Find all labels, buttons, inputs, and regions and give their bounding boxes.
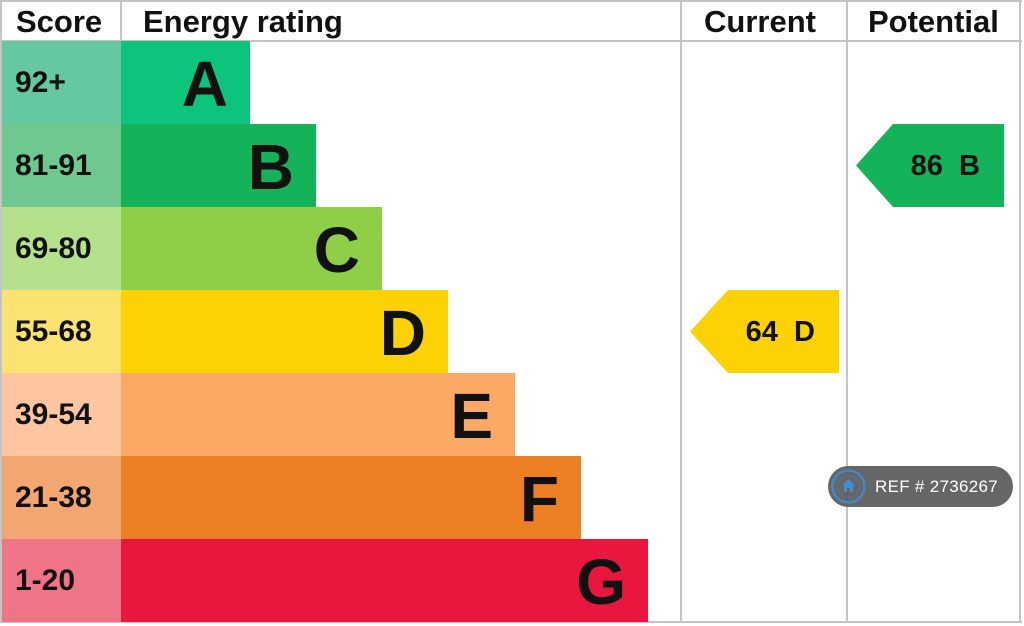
table-bottom-border — [0, 621, 1022, 623]
table-top-border — [0, 0, 1022, 2]
rating-letter: E — [450, 380, 493, 452]
header-energy-rating: Energy rating — [143, 4, 343, 39]
home-icon — [831, 469, 866, 504]
rating-letter: C — [313, 214, 360, 286]
score-range-d: 55-68 — [2, 290, 121, 373]
header-current: Current — [704, 4, 816, 39]
header-potential: Potential — [868, 4, 999, 39]
rating-bar-d: D — [121, 290, 448, 373]
table-right-border — [1019, 0, 1021, 623]
potential-column-left-divider — [846, 0, 848, 623]
score-range-a: 92+ — [2, 41, 121, 124]
current-arrow-shape — [690, 290, 839, 373]
rating-bar-c: C — [121, 207, 382, 290]
table-left-border — [0, 0, 2, 623]
rating-bar-f: F — [121, 456, 581, 539]
potential-arrow-shape — [856, 124, 1004, 207]
potential-rating-arrow: 86 B — [856, 124, 1004, 207]
reference-number: REF # 2736267 — [875, 477, 998, 496]
current-rating-label: 64 D — [745, 316, 815, 348]
rating-letter: G — [576, 546, 626, 618]
score-range-f: 21-38 — [2, 456, 121, 539]
rating-letter: D — [379, 297, 426, 369]
rating-letter: A — [181, 48, 228, 120]
header-score: Score — [16, 4, 103, 39]
rating-bar-g: G — [121, 539, 648, 622]
rating-bar-e: E — [121, 373, 515, 456]
potential-rating-label: 86 B — [910, 150, 980, 182]
reference-badge: REF # 2736267 — [828, 466, 1013, 507]
rating-bar-a: A — [121, 41, 250, 124]
score-column-divider — [120, 0, 122, 41]
rating-bar-b: B — [121, 124, 316, 207]
header-divider — [0, 40, 1022, 42]
score-range-b: 81-91 — [2, 124, 121, 207]
score-range-g: 1-20 — [2, 539, 121, 622]
score-range-c: 69-80 — [2, 207, 121, 290]
score-range-e: 39-54 — [2, 373, 121, 456]
rating-letter: F — [519, 463, 559, 535]
current-rating-arrow: 64 D — [690, 290, 839, 373]
rating-letter: B — [247, 131, 294, 203]
current-column-left-divider — [680, 0, 682, 623]
